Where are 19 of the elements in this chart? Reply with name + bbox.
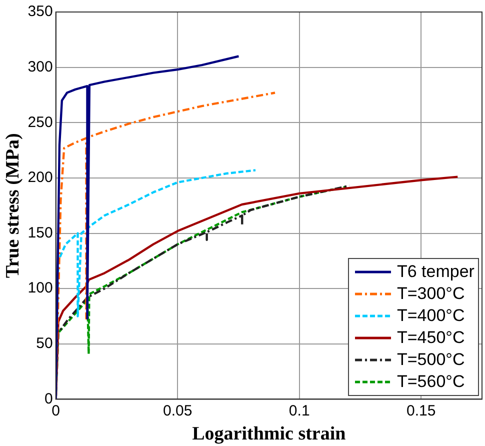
x-tick-label: 0.1: [288, 402, 310, 420]
y-axis-title: True stress (MPa): [2, 133, 24, 278]
legend-label: T=500°C: [397, 350, 465, 370]
x-tick-label: 0.05: [162, 402, 192, 420]
legend-label: T=400°C: [397, 306, 465, 326]
legend-label: T=560°C: [397, 372, 465, 392]
legend-label: T=450°C: [397, 328, 465, 348]
y-tick-label: 0: [44, 390, 53, 408]
y-tick-label: 50: [36, 335, 53, 352]
y-tick-label: 200: [28, 169, 53, 186]
y-tick-label: 100: [28, 280, 53, 297]
y-tick-label: 300: [28, 58, 53, 76]
y-tick-label: 350: [28, 3, 53, 20]
legend-label: T6 temper: [397, 262, 474, 282]
x-tick-label: 0.15: [406, 402, 436, 420]
y-tick-label: 250: [28, 114, 53, 131]
legend-label: T=300°C: [397, 284, 465, 304]
x-axis-title: Logarithmic strain: [192, 424, 346, 445]
y-tick-label: 150: [28, 224, 53, 242]
